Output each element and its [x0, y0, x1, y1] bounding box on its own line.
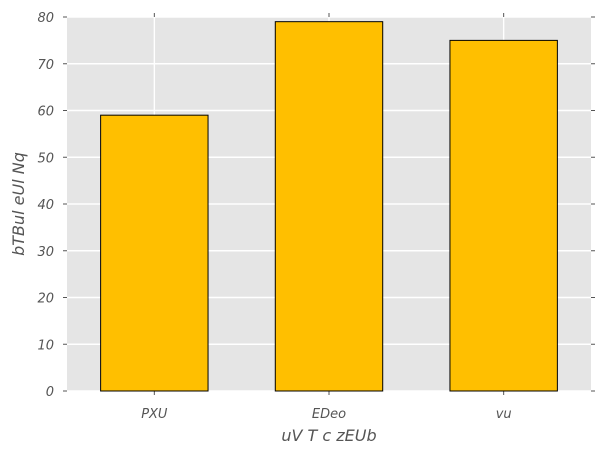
y-tick-label: 80 — [37, 11, 54, 26]
x-tick-labels: PXU EDeo vu — [141, 407, 511, 422]
x-tick-label: PXU — [141, 407, 168, 422]
y-tick-label: 50 — [37, 151, 54, 166]
bar-edeo — [274, 21, 384, 392]
axis-ticks — [63, 13, 595, 395]
bar-pxu — [100, 114, 209, 392]
x-tick-label: vu — [496, 407, 512, 422]
y-tick-label: 30 — [37, 245, 54, 260]
x-tick-label: EDeo — [312, 407, 346, 422]
y-tick-label: 60 — [37, 105, 54, 120]
y-tick-label: 70 — [37, 58, 54, 73]
y-axis-title: bTBul eUl Nq — [9, 152, 28, 256]
y-tick-label: 20 — [37, 292, 54, 307]
y-tick-labels: 0 10 20 30 40 50 60 70 80 — [37, 11, 54, 400]
x-axis-title: uV T c zEUb — [281, 426, 376, 445]
y-tick-label: 0 — [46, 385, 54, 400]
bar-vu — [449, 39, 558, 392]
bars — [100, 21, 558, 392]
y-tick-label: 10 — [37, 338, 54, 353]
y-tick-label: 40 — [37, 198, 54, 213]
